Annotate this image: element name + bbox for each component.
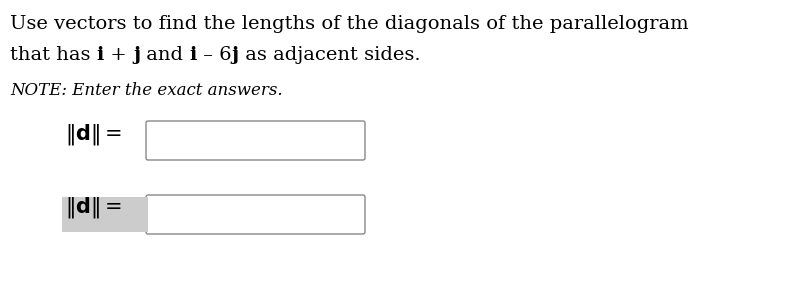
Text: Use vectors to find the lengths of the diagonals of the parallelogram: Use vectors to find the lengths of the d… bbox=[10, 15, 689, 33]
FancyBboxPatch shape bbox=[146, 195, 365, 234]
Text: – 6: – 6 bbox=[197, 46, 232, 64]
FancyBboxPatch shape bbox=[62, 197, 148, 232]
Text: i: i bbox=[190, 46, 197, 64]
Text: as adjacent sides.: as adjacent sides. bbox=[239, 46, 420, 64]
Text: and: and bbox=[140, 46, 190, 64]
Text: +: + bbox=[104, 46, 133, 64]
Text: that has: that has bbox=[10, 46, 97, 64]
Text: i: i bbox=[97, 46, 104, 64]
FancyBboxPatch shape bbox=[146, 121, 365, 160]
Text: $\|\mathbf{d}\|=$: $\|\mathbf{d}\|=$ bbox=[65, 122, 123, 147]
Text: j: j bbox=[232, 46, 239, 64]
Text: $\|\mathbf{d}\|=$: $\|\mathbf{d}\|=$ bbox=[65, 195, 123, 220]
Text: j: j bbox=[133, 46, 140, 64]
Text: NOTE: Enter the exact answers.: NOTE: Enter the exact answers. bbox=[10, 82, 282, 99]
